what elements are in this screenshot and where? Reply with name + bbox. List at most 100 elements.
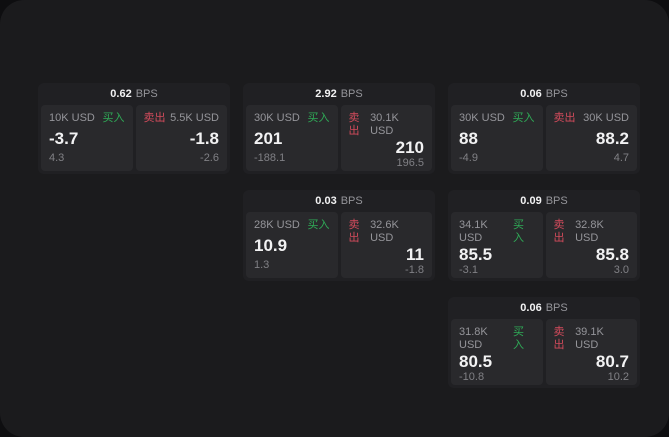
buy-amount: 30K USD — [254, 112, 300, 124]
sell-amount: 32.6K USD — [370, 219, 399, 244]
sell-panel[interactable]: 卖出 39.1K USD 80.7 10.2 — [545, 319, 637, 385]
bps-unit-label: BPS — [545, 195, 568, 207]
sell-amount: 39.1K USD — [575, 326, 604, 351]
bps-value: 2.92 — [315, 88, 337, 100]
bps-header: 0.62 BPS — [38, 83, 230, 105]
buy-sub-value: 4.3 — [49, 152, 65, 164]
buy-panel[interactable]: 31.8K USD 买入 80.5 -10.8 — [451, 319, 543, 385]
buy-label: 买入 — [102, 112, 125, 124]
sell-sub-value: -2.6 — [200, 152, 219, 164]
bps-value: 0.62 — [110, 88, 132, 100]
quote-card: 0.62 BPS 10K USD 买入 -3.7 4.3 卖出 5.5K USD… — [38, 83, 230, 174]
buy-price: 80.5 — [459, 352, 493, 371]
quote-card: 0.09 BPS 34.1K USD 买入 85.5 -3.1 卖出 32.8K… — [448, 190, 640, 281]
sell-amount: 32.8K USD — [575, 219, 604, 244]
bps-header: 0.06 BPS — [448, 83, 640, 105]
sell-panel-top: 卖出 30.1K USD — [349, 112, 425, 138]
sell-panel-top: 卖出 32.8K USD — [554, 219, 630, 245]
sell-amount: 30K USD — [583, 112, 629, 124]
buy-sub-value: -3.1 — [459, 264, 478, 276]
bps-header: 0.06 BPS — [448, 297, 640, 319]
sell-panel[interactable]: 卖出 30K USD 88.2 4.7 — [545, 105, 637, 171]
bps-header: 0.09 BPS — [448, 190, 640, 212]
buy-label: 买入 — [512, 112, 535, 124]
buy-price: 201 — [254, 129, 283, 148]
buy-amount: 34.1K USD — [459, 219, 488, 244]
bps-unit-label: BPS — [545, 302, 568, 314]
buy-panel[interactable]: 34.1K USD 买入 85.5 -3.1 — [451, 212, 543, 278]
sell-price: 11 — [406, 245, 424, 264]
bps-unit-label: BPS — [135, 88, 158, 100]
bps-unit-label: BPS — [340, 88, 363, 100]
buy-label: 买入 — [512, 326, 524, 351]
sell-amount: 30.1K USD — [370, 112, 399, 137]
sell-sub-value: 4.7 — [613, 152, 629, 164]
buy-amount: 28K USD — [254, 219, 300, 231]
sell-panel-top: 卖出 5.5K USD — [144, 112, 220, 125]
buy-panel-top: 28K USD 买入 — [254, 219, 330, 232]
sell-label: 卖出 — [143, 112, 166, 124]
quote-card: 0.06 BPS 31.8K USD 买入 80.5 -10.8 卖出 39.1… — [448, 297, 640, 388]
sell-panel[interactable]: 卖出 32.6K USD 11 -1.8 — [340, 212, 432, 278]
buy-panel-top: 30K USD 买入 — [254, 112, 330, 125]
sell-panel[interactable]: 卖出 30.1K USD 210 196.5 — [340, 105, 432, 171]
buy-amount: 30K USD — [459, 112, 505, 124]
sell-label: 卖出 — [553, 326, 565, 351]
sell-label: 卖出 — [553, 112, 576, 124]
buy-panel-top: 34.1K USD 买入 — [459, 219, 535, 245]
sell-price: -1.8 — [189, 129, 219, 148]
buy-panel-top: 10K USD 买入 — [49, 112, 125, 125]
sell-sub-value: 10.2 — [607, 371, 629, 383]
quote-panels: 30K USD 买入 88 -4.9 卖出 30K USD 88.2 4.7 — [448, 105, 640, 171]
sell-price: 85.8 — [595, 245, 629, 264]
sell-sub-value: 196.5 — [396, 157, 424, 169]
buy-amount: 31.8K USD — [459, 326, 488, 351]
buy-panel-top: 30K USD 买入 — [459, 112, 535, 125]
buy-label: 买入 — [307, 112, 330, 124]
buy-sub-value: 1.3 — [254, 259, 270, 271]
sell-price: 88.2 — [595, 129, 629, 148]
buy-sub-value: -4.9 — [459, 152, 478, 164]
sell-label: 卖出 — [348, 219, 360, 244]
bps-unit-label: BPS — [545, 88, 568, 100]
bps-value: 0.03 — [315, 195, 337, 207]
buy-panel[interactable]: 10K USD 买入 -3.7 4.3 — [41, 105, 133, 171]
sell-label: 卖出 — [348, 112, 360, 137]
bps-value: 0.09 — [520, 195, 542, 207]
buy-sub-value: -10.8 — [459, 371, 485, 383]
sell-amount: 5.5K USD — [170, 112, 219, 124]
buy-amount: 10K USD — [49, 112, 95, 124]
buy-panel[interactable]: 30K USD 买入 88 -4.9 — [451, 105, 543, 171]
sell-price: 210 — [395, 138, 424, 157]
sell-panel-top: 卖出 39.1K USD — [554, 326, 630, 352]
sell-panel[interactable]: 卖出 32.8K USD 85.8 3.0 — [545, 212, 637, 278]
buy-price: -3.7 — [49, 129, 79, 148]
sell-panel[interactable]: 卖出 5.5K USD -1.8 -2.6 — [135, 105, 227, 171]
buy-price: 88 — [459, 129, 478, 148]
quote-panels: 31.8K USD 买入 80.5 -10.8 卖出 39.1K USD 80.… — [448, 319, 640, 385]
buy-price: 10.9 — [254, 236, 288, 255]
quote-panels: 10K USD 买入 -3.7 4.3 卖出 5.5K USD -1.8 -2.… — [38, 105, 230, 171]
sell-panel-top: 卖出 32.6K USD — [349, 219, 425, 245]
sell-sub-value: -1.8 — [405, 264, 424, 276]
sell-sub-value: 3.0 — [613, 264, 629, 276]
quote-card: 0.03 BPS 28K USD 买入 10.9 1.3 卖出 32.6K US… — [243, 190, 435, 281]
buy-panel[interactable]: 30K USD 买入 201 -188.1 — [246, 105, 338, 171]
quote-panels: 30K USD 买入 201 -188.1 卖出 30.1K USD 210 1… — [243, 105, 435, 171]
bps-unit-label: BPS — [340, 195, 363, 207]
bps-header: 2.92 BPS — [243, 83, 435, 105]
buy-label: 买入 — [512, 219, 524, 244]
buy-price: 85.5 — [459, 245, 493, 264]
buy-sub-value: -188.1 — [254, 152, 286, 164]
sell-label: 卖出 — [553, 219, 565, 244]
quote-card: 2.92 BPS 30K USD 买入 201 -188.1 卖出 30.1K … — [243, 83, 435, 174]
buy-panel[interactable]: 28K USD 买入 10.9 1.3 — [246, 212, 338, 278]
quote-panels: 34.1K USD 买入 85.5 -3.1 卖出 32.8K USD 85.8… — [448, 212, 640, 278]
bps-value: 0.06 — [520, 302, 542, 314]
buy-label: 买入 — [307, 219, 330, 231]
bps-header: 0.03 BPS — [243, 190, 435, 212]
quote-panels: 28K USD 买入 10.9 1.3 卖出 32.6K USD 11 -1.8 — [243, 212, 435, 278]
quote-card: 0.06 BPS 30K USD 买入 88 -4.9 卖出 30K USD 8… — [448, 83, 640, 174]
bps-value: 0.06 — [520, 88, 542, 100]
